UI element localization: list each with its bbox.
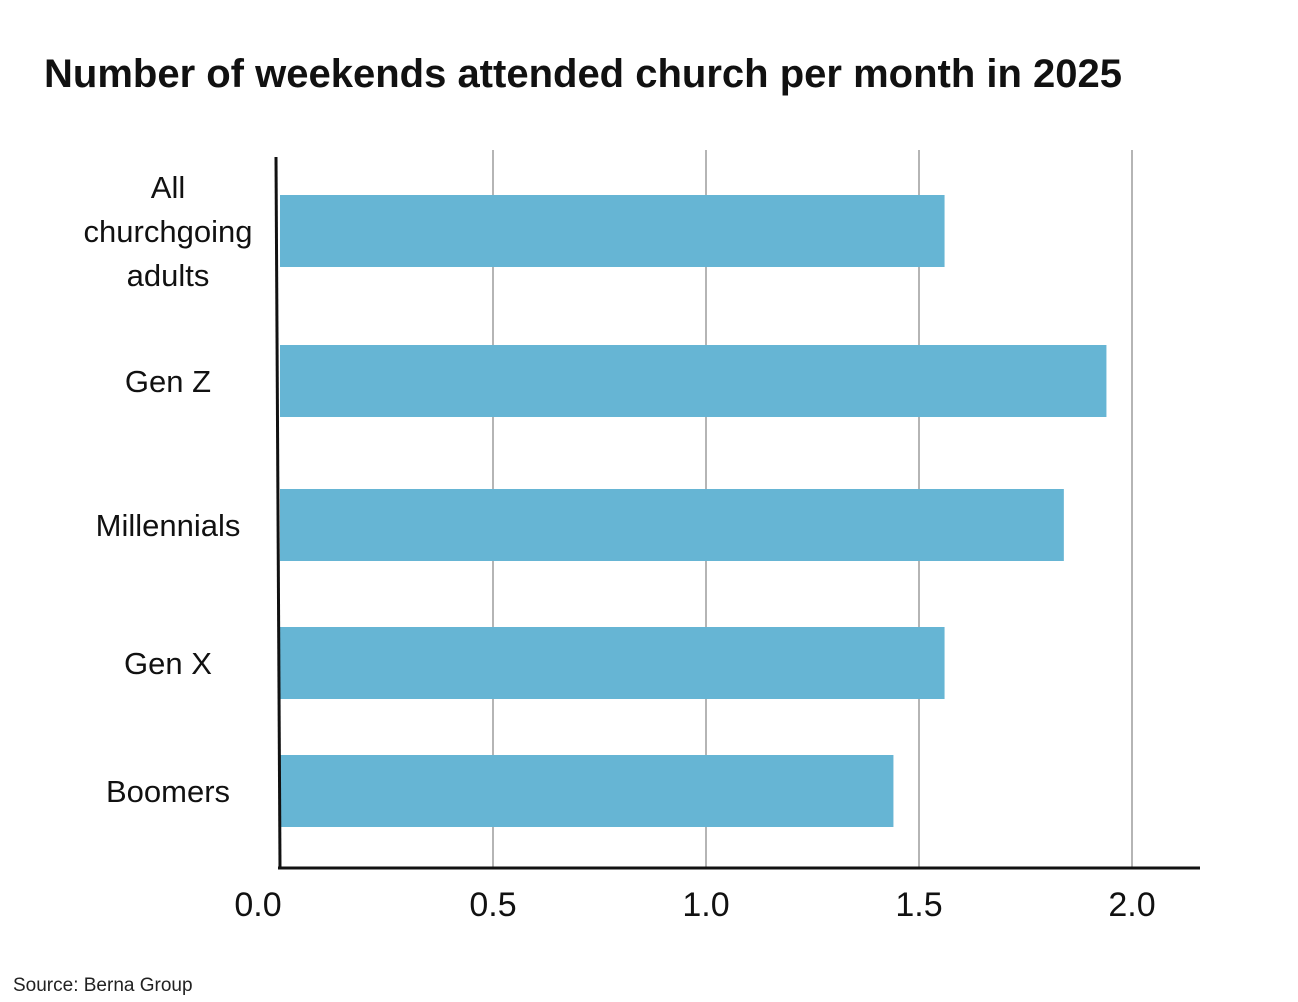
- x-tick-label-0: 0.0: [234, 886, 281, 924]
- category-label-4: Boomers: [106, 774, 230, 809]
- bars: [280, 195, 1107, 827]
- x-tick-label-4: 2.0: [1108, 886, 1155, 924]
- category-label-3: Gen X: [124, 646, 212, 681]
- category-label-line: churchgoing: [84, 214, 253, 249]
- axes: [274, 156, 1200, 870]
- x-tick-label-1: 0.5: [469, 886, 516, 924]
- x-tick-label-3: 1.5: [895, 886, 942, 924]
- tick-labels: 0.0 0.5 1.0 1.5 2.0: [234, 886, 1155, 924]
- chart-title: Number of weekends attended church per m…: [44, 52, 1123, 96]
- bar-4: [280, 755, 894, 827]
- bar-2: [280, 489, 1064, 561]
- category-label-line: adults: [127, 258, 210, 293]
- category-label-0: All churchgoing adults: [84, 170, 253, 293]
- category-labels: All churchgoing adults Gen Z Millennials Gen …: [84, 170, 253, 809]
- category-label-line: Gen Z: [125, 364, 211, 399]
- y-axis-line: [274, 156, 282, 869]
- bar-3: [280, 627, 945, 699]
- bar-0: [280, 195, 945, 267]
- category-label-2: Millennials: [96, 508, 241, 543]
- category-label-line: Millennials: [96, 508, 241, 543]
- category-label-1: Gen Z: [125, 364, 211, 399]
- category-label-line: Gen X: [124, 646, 212, 681]
- category-label-line: All: [151, 170, 185, 205]
- bar-1: [280, 345, 1107, 417]
- x-tick-label-2: 1.0: [682, 886, 729, 924]
- category-label-line: Boomers: [106, 774, 230, 809]
- source-note: Source: Berna Group: [13, 975, 193, 996]
